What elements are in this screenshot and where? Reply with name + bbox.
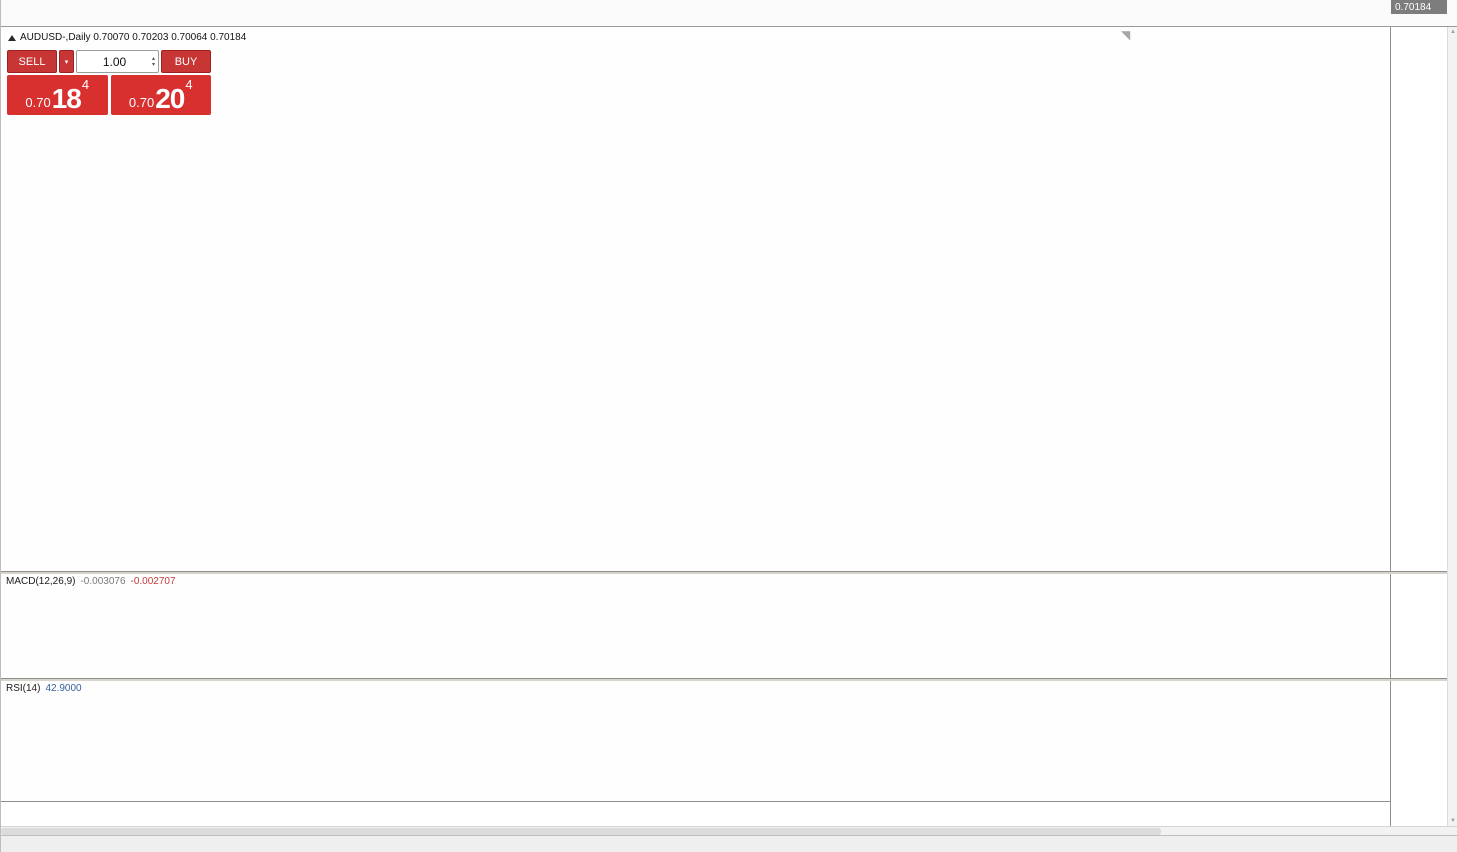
macd-title: MACD(12,26,9) <box>6 576 76 587</box>
volume-input[interactable] <box>77 53 152 70</box>
volume-dropdown-button[interactable]: ▾ <box>59 50 74 73</box>
rsi-canvas[interactable] <box>1 681 1390 801</box>
rsi-value: 42.9000 <box>45 683 82 694</box>
rsi-title: RSI(14) <box>6 683 41 694</box>
panel-divider[interactable] <box>1 571 1457 574</box>
buy-price-tile[interactable]: 0.70 20 4 <box>110 75 211 115</box>
trade-prices-row: 0.70 18 4 0.70 20 4 <box>7 75 211 115</box>
horizontal-scrollbar[interactable] <box>1 826 1457 835</box>
ask-prefix: 0.70 <box>128 95 155 110</box>
trade-buttons-row: SELL ▾ ▴ ▾ BUY <box>7 50 211 73</box>
chart-tab-bar <box>1 835 1457 852</box>
vertical-scrollbar[interactable]: ▲ ▼ <box>1447 27 1457 826</box>
chart-shift-marker[interactable]: ◥ <box>1121 28 1131 42</box>
macd-canvas[interactable] <box>1 574 1390 678</box>
buy-button[interactable]: BUY <box>161 50 211 73</box>
panel-divider[interactable] <box>1 678 1457 681</box>
symbol-ohlc-text: AUDUSD-,Daily 0.70070 0.70203 0.70064 0.… <box>20 32 247 43</box>
macd-main-value: -0.003076 <box>80 576 126 587</box>
h-scrollbar-thumb[interactable] <box>1 828 1161 835</box>
bid-big-digits: 18 <box>51 83 82 114</box>
chart-symbol-icon <box>8 34 16 41</box>
scroll-up-icon[interactable]: ▲ <box>1450 29 1456 35</box>
bid-pipette: 4 <box>81 77 90 92</box>
price-scale-separator <box>1390 27 1391 826</box>
rsi-header: RSI(14) 42.9000 <box>6 683 87 694</box>
volume-increase-button[interactable]: ▴ <box>151 55 155 62</box>
main-chart-canvas[interactable] <box>1 27 1390 571</box>
macd-header: MACD(12,26,9) -0.003076 -0.002707 <box>6 576 181 587</box>
symbol-header: AUDUSD-,Daily 0.70070 0.70203 0.70064 0.… <box>8 32 246 43</box>
volume-spinner: ▴ ▾ <box>152 56 158 68</box>
sell-button[interactable]: SELL <box>7 50 57 73</box>
ask-pipette: 4 <box>185 77 193 92</box>
timeframe-toolbar <box>1 0 1457 27</box>
scroll-down-icon[interactable]: ▼ <box>1450 818 1456 824</box>
current-price-badge: 0.70184 <box>1391 0 1447 14</box>
bid-prefix: 0.70 <box>25 95 51 110</box>
time-axis[interactable] <box>1 801 1390 826</box>
volume-field: ▴ ▾ <box>76 50 159 73</box>
macd-signal-value: -0.002707 <box>130 576 176 587</box>
chevron-down-icon: ▾ <box>64 58 69 66</box>
volume-decrease-button[interactable]: ▾ <box>151 61 155 68</box>
ask-big-digits: 20 <box>155 83 185 114</box>
sell-price-tile[interactable]: 0.70 18 4 <box>7 75 108 115</box>
